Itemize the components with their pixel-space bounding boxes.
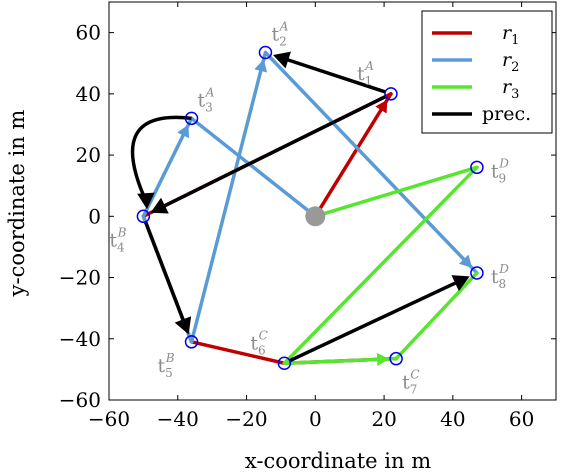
plot-frame <box>108 1 557 401</box>
task-marker <box>258 45 273 60</box>
axes: −60 −40 −20 0 20 40 60 −60 −40 −20 0 20 40 60 <box>59 1 557 431</box>
y-tick-label: 40 <box>76 82 101 106</box>
route-segment <box>313 165 479 219</box>
y-tick-label: −60 <box>59 388 101 412</box>
route-arrowhead <box>177 124 190 139</box>
route-arrowhead <box>458 254 473 268</box>
route-segment <box>313 92 393 219</box>
x-tick-label: −60 <box>88 407 130 431</box>
y-tick-label: −20 <box>59 266 101 290</box>
precedence-arrowhead <box>137 192 155 210</box>
task-label: t2A <box>271 20 288 49</box>
depot-marker <box>305 206 326 227</box>
task-label: t3A <box>198 85 215 114</box>
y-tick-label: 60 <box>76 21 101 45</box>
task-label: t5B <box>158 351 175 380</box>
task-label: t4B <box>109 225 126 254</box>
task-marker <box>184 335 199 349</box>
legend-label: r2 <box>502 49 519 75</box>
task-marker <box>277 356 292 371</box>
precedence-arrowhead <box>150 197 169 214</box>
route-segment <box>263 50 479 275</box>
task-marker <box>470 266 484 280</box>
precedence-arrow <box>281 56 386 94</box>
x-axis-label: x-coordinate in m <box>245 449 431 473</box>
legend-label: prec. <box>482 103 531 125</box>
y-tick-label: 0 <box>88 204 101 228</box>
precedence-arrow <box>158 94 387 210</box>
precedence-arrow <box>289 279 462 363</box>
tasks: t1A t2A t3A t4B t5B t6C t7C t8D t9D <box>109 20 509 397</box>
precedence-arrow <box>143 221 187 326</box>
route-segment <box>189 116 318 219</box>
task-label: t9D <box>491 156 509 185</box>
precedence-arrowhead <box>451 275 470 292</box>
task-label: t6C <box>250 328 267 357</box>
x-tick-label: 60 <box>509 407 534 431</box>
route-segment <box>394 271 479 361</box>
precedence-arrowhead <box>273 51 291 69</box>
x-tick-label: 40 <box>440 407 465 431</box>
x-tick-label: 0 <box>309 407 322 431</box>
task-marker <box>184 111 199 126</box>
x-tick-label: −20 <box>225 407 267 431</box>
route-arrowhead <box>254 59 268 73</box>
y-axis-label: y-coordinate in m <box>5 110 29 298</box>
legend-label: r3 <box>502 76 519 102</box>
route-arrowhead <box>376 352 390 367</box>
task-label: t7C <box>402 368 419 397</box>
task-marker <box>389 351 403 366</box>
precedence-arrowhead <box>174 316 192 335</box>
y-tick-label: 20 <box>76 143 101 167</box>
task-marker <box>470 160 484 175</box>
route-segment <box>189 340 287 366</box>
task-label: t8D <box>491 262 509 291</box>
route-segment <box>189 50 268 344</box>
x-tick-label: −40 <box>157 407 199 431</box>
task-label: t1A <box>357 59 374 88</box>
precedence-arrow <box>130 115 192 204</box>
task-marker <box>384 87 398 101</box>
legend-label: r1 <box>502 22 519 48</box>
x-tick-label: 20 <box>371 407 396 431</box>
task-marker <box>136 209 151 224</box>
route-arrowhead <box>375 99 388 114</box>
precedence-arrows <box>130 51 470 363</box>
y-tick-label: −40 <box>59 327 101 351</box>
route-segment <box>282 165 479 366</box>
